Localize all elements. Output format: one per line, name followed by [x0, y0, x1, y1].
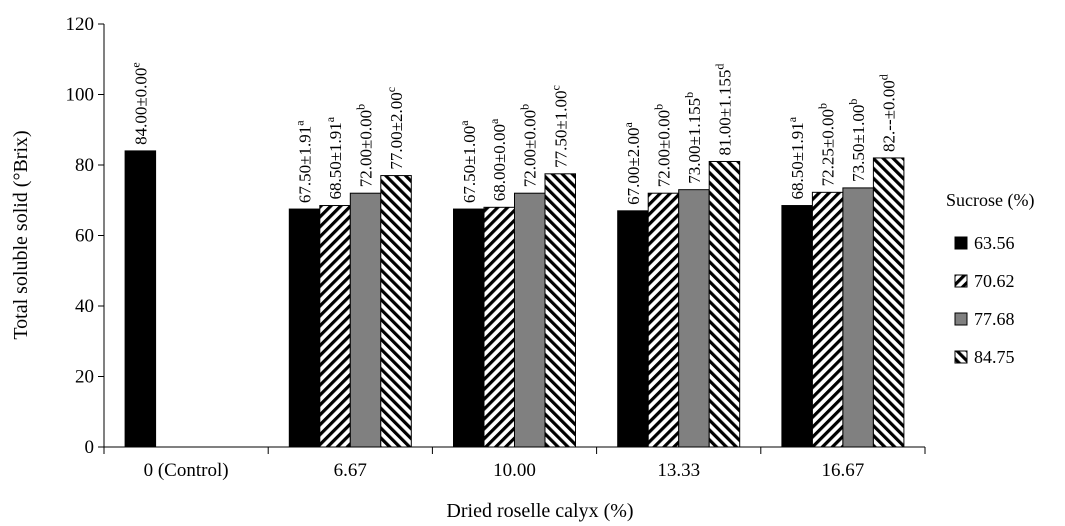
- bar: [647, 192, 680, 448]
- x-tick-label: 13.33: [657, 460, 700, 481]
- legend-swatch: [954, 312, 968, 326]
- bar-data-label: 72.00±0.00b: [651, 104, 673, 187]
- bar: [483, 206, 515, 448]
- y-tick-label: 100: [66, 85, 95, 106]
- legend-swatch: [954, 236, 968, 250]
- legend-swatch: [954, 350, 968, 364]
- bar-data-label: 84.00±0.00e: [128, 62, 150, 145]
- x-tick-label: 0 (Control): [144, 460, 229, 481]
- bar: [124, 150, 157, 448]
- bar-data-label: 82.--±0.00d: [877, 74, 899, 152]
- bar-data-label: 77.00±2.00c: [384, 87, 406, 170]
- bar-data-label: 67.50±1.00a: [457, 120, 479, 203]
- bar-data-label: 68.00±0.00a: [487, 118, 509, 201]
- bar: [872, 157, 905, 448]
- bar-data-label: 67.00±2.00a: [621, 121, 643, 204]
- bar: [319, 205, 351, 448]
- bar-data-label: 73.50±1.00b: [846, 99, 868, 182]
- bar-data-label: 68.50±1.91a: [323, 116, 345, 199]
- bars: [124, 150, 905, 448]
- bar: [811, 191, 844, 448]
- x-tick-label: 16.67: [822, 460, 865, 481]
- bar: [453, 208, 485, 448]
- bar: [781, 205, 813, 448]
- bar-data-label: 67.50±1.91a: [293, 120, 315, 203]
- legend-entry: 70.62: [974, 271, 1015, 291]
- legend-title: Sucrose (%): [946, 190, 1034, 211]
- bar: [349, 192, 382, 448]
- y-tick-label: 120: [66, 14, 95, 35]
- legend-swatch: [954, 274, 968, 288]
- legend-entry: 77.68: [974, 309, 1015, 329]
- bar-data-label: 72.00±0.00b: [354, 104, 376, 187]
- bar-data-label: 81.00±1.155d: [712, 64, 734, 156]
- bar: [678, 189, 710, 448]
- x-tick-label: 6.67: [334, 460, 367, 481]
- bar: [617, 210, 649, 448]
- legend: Sucrose (%) 63.56 70.62 77.68 84.75: [946, 190, 1034, 367]
- y-tick-label: 80: [75, 155, 94, 176]
- y-tick-label: 20: [75, 367, 94, 388]
- y-tick-label: 60: [75, 226, 94, 247]
- bar-data-label: 73.00±1.155b: [682, 92, 704, 184]
- bar: [288, 208, 321, 448]
- y-axis-title: Total soluble solid (°Brix): [10, 130, 32, 339]
- legend-entry: 84.75: [974, 347, 1015, 367]
- bar-data-label: 77.50±1.00c: [548, 85, 570, 168]
- bar-data-label: 68.50±1.91a: [785, 116, 807, 199]
- x-tick-label: 10.00: [493, 460, 536, 481]
- axes: 0 20 40 60 80 100 120 0 (Control) 6.67 10.00 13.33…: [66, 14, 926, 481]
- legend-entry: 63.56: [974, 233, 1015, 253]
- bar-data-label: 72.25±0.00b: [816, 103, 838, 186]
- bar: [514, 192, 546, 448]
- bar: [380, 175, 412, 448]
- bar-data-label: 72.00±0.00b: [518, 104, 540, 187]
- bar: [842, 187, 874, 448]
- bar: [708, 160, 741, 448]
- y-tick-label: 40: [75, 296, 94, 317]
- y-tick-label: 0: [85, 437, 95, 458]
- bar-labels: 84.00±0.00e 67.50±1.91a 67.50±1.00a 67.00±2…: [128, 62, 898, 205]
- x-axis-title: Dried roselle calyx (%): [446, 500, 633, 522]
- bar: [544, 173, 576, 448]
